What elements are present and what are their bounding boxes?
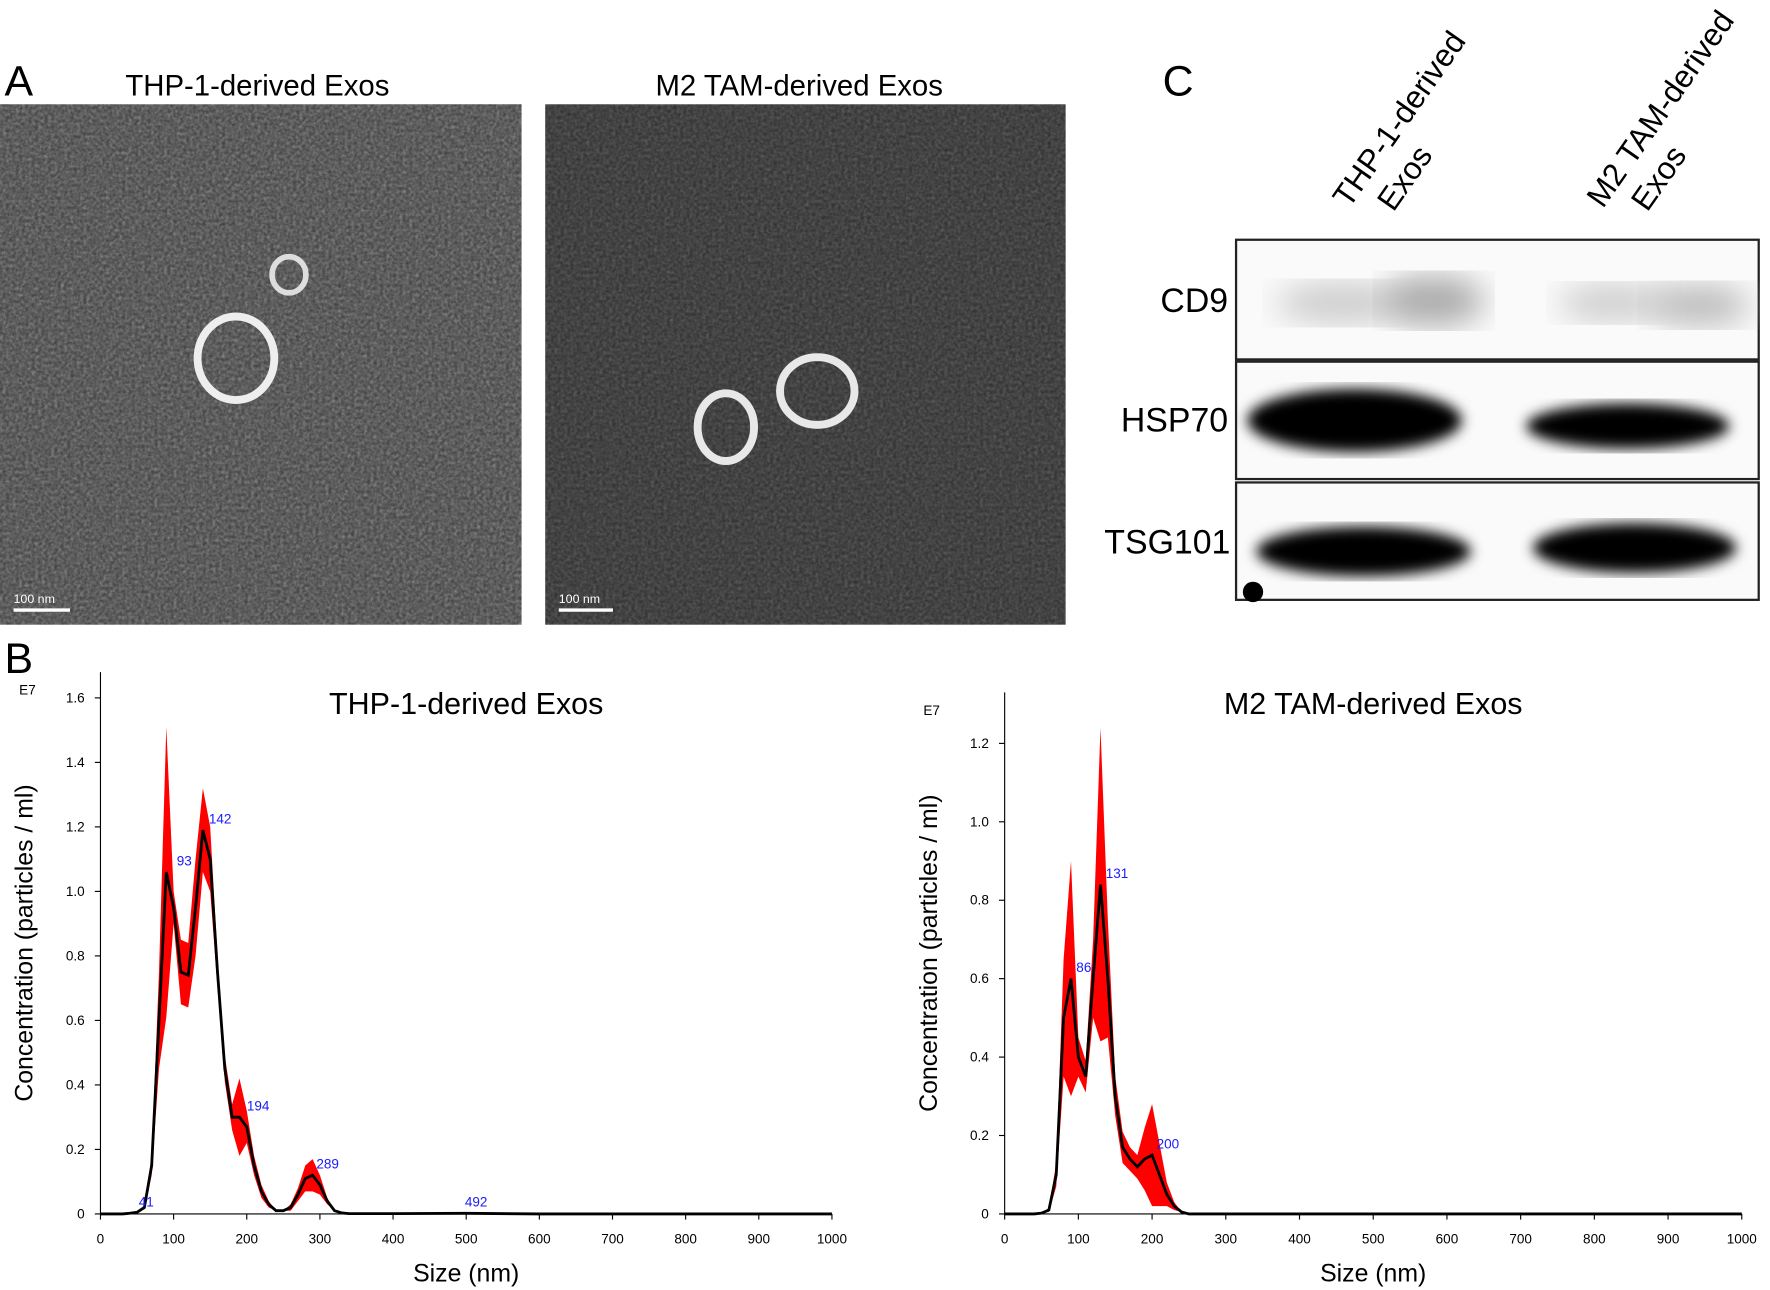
x-tick-label: 500	[1362, 1231, 1385, 1246]
y-tick-label: 0	[77, 1206, 85, 1221]
error-band	[1004, 727, 1742, 1214]
y-axis-label: Concentration (particles / ml)	[916, 794, 943, 1111]
x-tick-label: 900	[1657, 1231, 1680, 1246]
protein-label: TSG101	[1104, 524, 1230, 562]
peak-label: 131	[1106, 866, 1129, 881]
y-tick-label: 0.4	[970, 1050, 989, 1065]
x-tick-label: 300	[309, 1231, 332, 1246]
x-tick-label: 800	[1583, 1231, 1606, 1246]
y-unit: E7	[923, 703, 940, 718]
y-tick-label: 0.4	[66, 1077, 85, 1092]
x-tick-label: 200	[1141, 1231, 1164, 1246]
x-tick-label: 400	[382, 1231, 405, 1246]
panel-label: B	[5, 635, 34, 683]
error-band	[100, 726, 832, 1214]
peak-label: 86	[1076, 960, 1091, 975]
y-tick-label: 1.4	[66, 755, 85, 770]
x-tick-label: 1000	[817, 1231, 847, 1246]
peak-label: 93	[177, 853, 192, 868]
scale-bar-label: 100 nm	[559, 592, 600, 606]
peak-label: 41	[139, 1195, 154, 1210]
x-tick-label: 0	[97, 1231, 105, 1246]
x-tick-label: 100	[162, 1231, 185, 1246]
x-tick-label: 700	[601, 1231, 624, 1246]
tem-title: M2 TAM-derived Exos	[656, 69, 943, 102]
x-tick-label: 800	[674, 1231, 697, 1246]
peak-label: 289	[316, 1156, 339, 1171]
chart-title: THP-1-derived Exos	[329, 687, 603, 721]
tem-image: 100 nm	[545, 104, 1066, 625]
line	[100, 829, 832, 1216]
x-tick-label: 600	[528, 1231, 551, 1246]
y-tick-label: 0.8	[970, 893, 989, 908]
y-tick-label: 1.0	[970, 814, 989, 829]
peak-label: 492	[465, 1195, 488, 1210]
y-tick-label: 0.2	[66, 1142, 85, 1157]
y-tick-label: 0.6	[66, 1013, 85, 1028]
chart-title: M2 TAM-derived Exos	[1224, 687, 1523, 721]
y-tick-label: 1.0	[66, 884, 85, 899]
y-tick-label: 1.2	[970, 736, 989, 751]
x-tick-label: 300	[1215, 1231, 1238, 1246]
x-tick-label: 900	[748, 1231, 771, 1246]
peak-label: 142	[209, 811, 232, 826]
y-tick-label: 0.6	[970, 971, 989, 986]
y-axis-label: Concentration (particles / ml)	[12, 784, 39, 1101]
x-tick-label: 1000	[1727, 1231, 1757, 1246]
x-tick-label: 600	[1436, 1231, 1459, 1246]
y-tick-label: 0.2	[970, 1128, 989, 1143]
panel-label: A	[5, 57, 34, 105]
x-tick-label: 200	[235, 1231, 258, 1246]
x-axis-label: Size (nm)	[413, 1261, 519, 1288]
x-tick-label: 100	[1067, 1231, 1090, 1246]
y-tick-label: 1.2	[66, 819, 85, 834]
y-unit: E7	[19, 683, 36, 698]
y-tick-label: 0.8	[66, 948, 85, 963]
x-tick-label: 400	[1288, 1231, 1311, 1246]
lane-label: M2 TAM-derived Exos	[1579, 4, 1741, 217]
lane-label: THP-1-derived Exos	[1325, 24, 1472, 216]
panel-label: C	[1163, 57, 1194, 105]
x-axis-label: Size (nm)	[1320, 1261, 1426, 1288]
y-tick-label: 1.6	[66, 690, 85, 705]
peak-label: 200	[1157, 1136, 1180, 1151]
tem-image: 100 nm	[0, 104, 522, 625]
blot	[1234, 238, 1760, 603]
protein-label: CD9	[1160, 282, 1228, 320]
x-tick-label: 500	[455, 1231, 478, 1246]
y-tick-label: 0	[981, 1206, 989, 1221]
tem-title: THP-1-derived Exos	[125, 69, 389, 102]
peak-label: 194	[247, 1098, 270, 1113]
scale-bar-label: 100 nm	[14, 592, 55, 606]
protein-label: HSP70	[1121, 402, 1228, 440]
line	[1004, 884, 1742, 1216]
x-tick-label: 700	[1509, 1231, 1532, 1246]
x-tick-label: 0	[1001, 1231, 1009, 1246]
